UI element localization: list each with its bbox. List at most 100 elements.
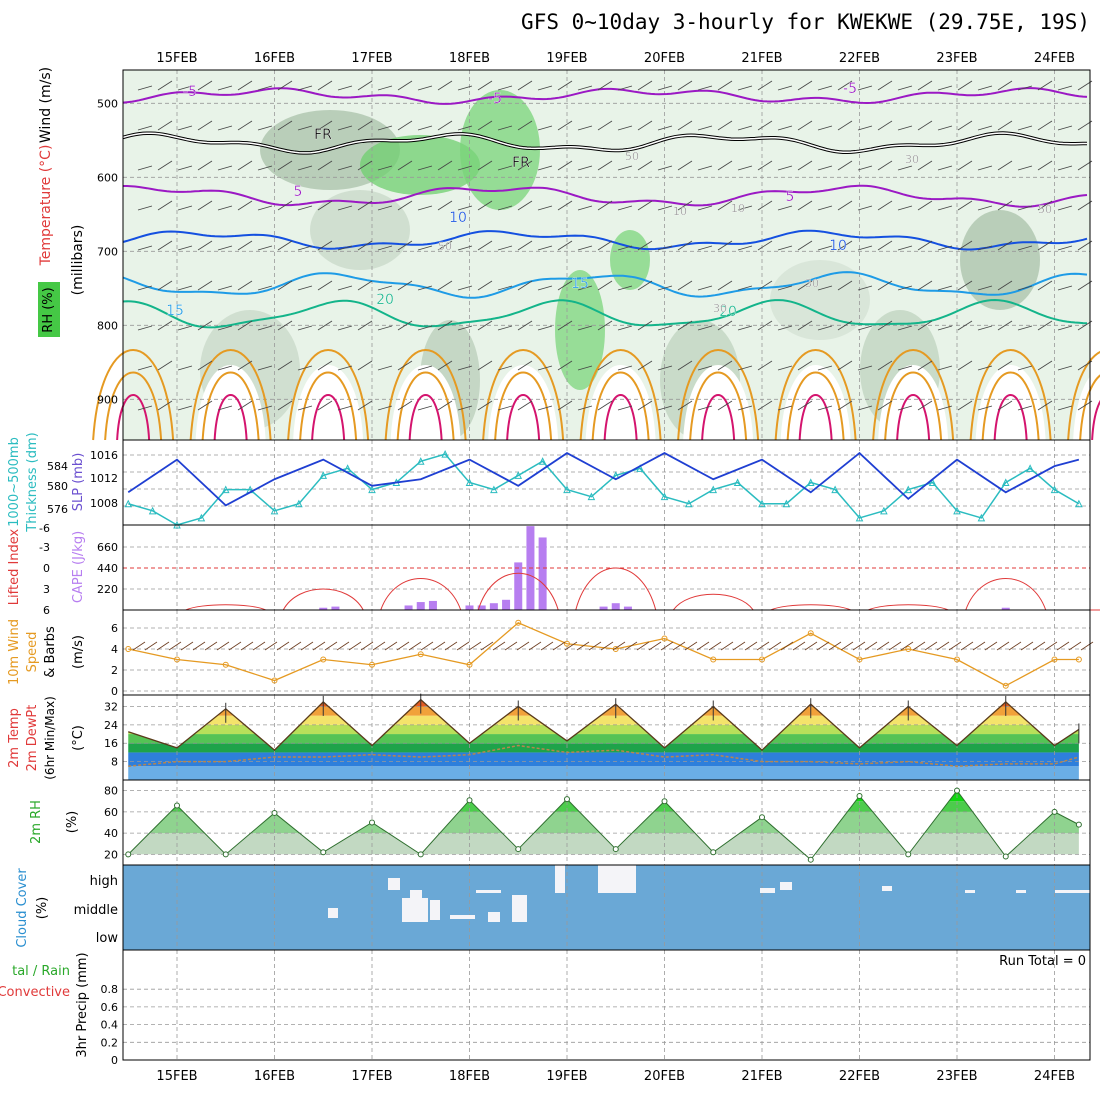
- wind-barb: [897, 365, 913, 371]
- wind-barb: [197, 320, 213, 331]
- wind-barb: [957, 200, 973, 211]
- wind10-barb: [408, 641, 422, 651]
- rh2m-point: [1002, 853, 1009, 860]
- contour-label: 5: [786, 189, 795, 205]
- wind10-point: [320, 656, 327, 663]
- wind-barb: [1037, 160, 1053, 171]
- ylabel-wind10-d: (m/s): [71, 635, 86, 669]
- wind-barb: [557, 360, 573, 371]
- wind-barb: [237, 320, 253, 331]
- wind-barb: [277, 360, 293, 371]
- wind-barb: [417, 405, 433, 411]
- wind-barb: [277, 120, 293, 131]
- wind10-barb: [696, 641, 710, 651]
- wind-barb: [597, 320, 613, 331]
- wind-barb: [337, 205, 353, 211]
- rh-legend-swatch: [38, 282, 60, 337]
- wind-barb: [177, 325, 193, 331]
- wind-barb: [457, 245, 473, 251]
- wind-barb: [1057, 325, 1073, 331]
- wind-barb: [1057, 125, 1073, 131]
- contour-label: FR: [314, 127, 332, 143]
- wind-barb: [537, 325, 553, 331]
- wind-barb: [597, 280, 613, 291]
- thickness-point: [368, 485, 376, 494]
- wind10-barb: [636, 641, 650, 651]
- wind-barb: [257, 285, 273, 291]
- warm-arch-14-1: [104, 371, 163, 441]
- wind-barb: [697, 205, 713, 211]
- y-tick-label: -3: [39, 541, 50, 554]
- wind-barb: [837, 80, 853, 91]
- wind-barb: [437, 160, 453, 171]
- date-label-bottom: 16FEB: [254, 1069, 295, 1084]
- y-tick-label: 1008: [90, 497, 118, 510]
- wind-barb: [577, 285, 593, 291]
- wind-barb: [757, 200, 773, 211]
- wind-barb: [217, 405, 233, 411]
- wind-barb: [477, 240, 493, 251]
- warm-arch-17-1: [396, 371, 455, 441]
- wind-barb: [277, 160, 293, 171]
- wind-barb: [777, 405, 793, 411]
- wind10-point: [1051, 656, 1058, 663]
- y-tick-label: 1012: [90, 472, 118, 485]
- wind-barb: [977, 165, 993, 171]
- y-tick-label: 576: [47, 503, 68, 516]
- warm-arch-21-0: [774, 349, 857, 441]
- wind10-point: [222, 661, 229, 668]
- wind-barb: [477, 160, 493, 171]
- wind-barb: [717, 200, 733, 211]
- y-tick-label: 0.4: [101, 1019, 119, 1032]
- wind-barb: [497, 365, 513, 371]
- contour-label: 30: [713, 302, 727, 315]
- wind-barb: [717, 360, 733, 371]
- cloud-block-11: [488, 912, 500, 922]
- warm-arch-18-1: [494, 371, 553, 441]
- wind10-barb: [444, 641, 458, 651]
- wind-barb: [1037, 240, 1053, 251]
- wind-barb: [877, 200, 893, 211]
- wind-barb: [557, 80, 573, 91]
- date-label-top: 19FEB: [546, 51, 587, 66]
- wind-barb: [817, 125, 833, 131]
- rh2m-point: [856, 792, 863, 799]
- wind-barb: [177, 85, 193, 91]
- wind-barb: [217, 205, 233, 211]
- wind-barb: [477, 400, 493, 411]
- warm-arch-20-2: [701, 394, 736, 441]
- wind-barb: [1017, 165, 1033, 171]
- cape-bar: [502, 599, 511, 610]
- wind-barb: [417, 365, 433, 371]
- warm-arch-19-0: [579, 349, 662, 441]
- cape-bar: [611, 603, 620, 610]
- date-label-top: 22FEB: [839, 51, 880, 66]
- wind10-barb: [660, 641, 674, 651]
- wind10-barb: [552, 641, 566, 651]
- ylabel-pressure: (millibars): [70, 225, 86, 296]
- wind-barb: [277, 80, 293, 91]
- ylabel-thickness-b: Thickness (dm): [25, 432, 40, 532]
- wind-barb: [877, 160, 893, 171]
- wind-barb: [857, 365, 873, 371]
- wind-barb: [657, 285, 673, 291]
- cape-bar: [416, 602, 425, 610]
- rh-band-1: [128, 811, 1079, 834]
- lifted-index-line: [185, 567, 1100, 611]
- wind-barb: [237, 400, 253, 411]
- wind-barb: [197, 240, 213, 251]
- wind-barb: [137, 325, 153, 331]
- y-tick-label: 6: [111, 622, 118, 635]
- wind-barb: [897, 205, 913, 211]
- wind-barb: [357, 200, 373, 211]
- wind-barb: [477, 280, 493, 291]
- temp-band-1: [128, 752, 1079, 767]
- wind10-point: [369, 661, 375, 668]
- isotherm-minus5: [122, 87, 1088, 105]
- wind10-point: [954, 656, 960, 663]
- wind-barb: [917, 320, 933, 331]
- y-tick-label: 16: [104, 737, 118, 750]
- wind-barb: [277, 400, 293, 411]
- wind-barb: [437, 360, 453, 371]
- rh-shade-9: [310, 190, 410, 270]
